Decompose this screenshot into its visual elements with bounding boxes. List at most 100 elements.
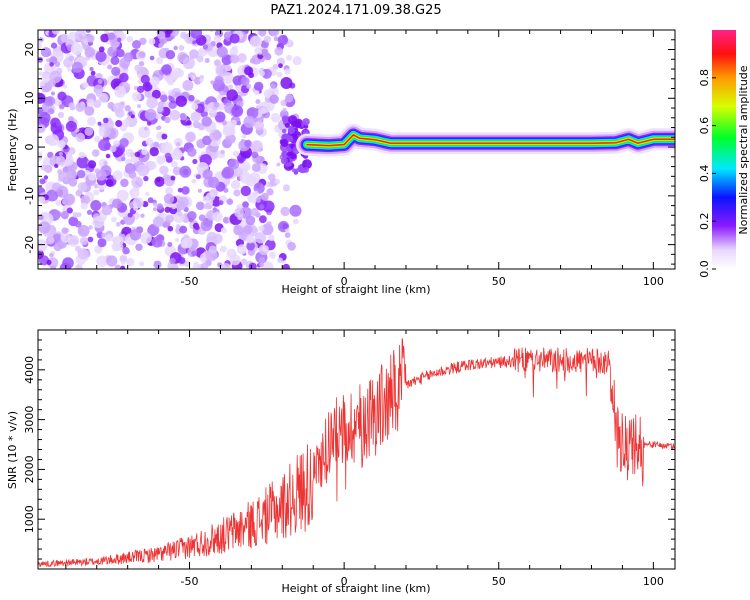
noise-blob (258, 30, 267, 37)
noise-blob (51, 30, 60, 35)
noise-blob (149, 147, 159, 157)
colorbar: 0.0 0.2 0.4 0.6 0.8 Normalized spectral ampl… (698, 30, 750, 278)
noise-blob (92, 216, 105, 228)
noise-blob (93, 99, 102, 109)
noise-blob (216, 46, 228, 58)
noise-blob (187, 211, 197, 221)
noise-blob (176, 142, 181, 147)
noise-blob (225, 30, 231, 33)
noise-blob (111, 66, 121, 76)
noise-blob (255, 197, 261, 203)
noise-blob (239, 171, 252, 184)
noise-blob (77, 182, 88, 192)
noise-blob (147, 197, 154, 204)
noise-blob (268, 173, 276, 182)
noise-blob (122, 246, 130, 255)
noise-blob (246, 83, 252, 89)
noise-blob (182, 56, 195, 70)
noise-blob (196, 55, 204, 63)
noise-blob (143, 175, 149, 182)
noise-blob (237, 157, 245, 164)
noise-blob (204, 58, 210, 63)
noise-blob (284, 94, 294, 103)
noise-blob (84, 127, 94, 136)
noise-blob (88, 160, 97, 169)
noise-blob (96, 255, 108, 267)
noise-blob (192, 40, 197, 45)
noise-blob (193, 261, 199, 267)
noise-blob (86, 209, 93, 215)
snr-plot-area (38, 338, 675, 568)
noise-blob (219, 245, 227, 253)
noise-blob (165, 30, 173, 35)
noise-blob (220, 227, 227, 234)
noise-blob (175, 224, 181, 229)
noise-blob (209, 129, 222, 142)
noise-blob (88, 172, 97, 181)
noise-blob (124, 105, 131, 112)
noise-blob (147, 161, 157, 170)
noise-blob (198, 214, 206, 222)
noise-blob (153, 216, 164, 228)
noise-blob (266, 221, 272, 227)
noise-blob (47, 134, 59, 147)
onset-blob (287, 147, 292, 152)
noise-blob (149, 55, 155, 61)
noise-blob (282, 184, 290, 192)
noise-blob (280, 206, 291, 217)
noise-blob (142, 81, 153, 92)
noise-blob (173, 45, 178, 51)
noise-blob (86, 34, 95, 43)
noise-blob (213, 35, 222, 43)
noise-blob (60, 211, 69, 220)
noise-blob (131, 176, 143, 188)
noise-blob (208, 245, 217, 254)
noise-blob (221, 166, 235, 179)
noise-blob (49, 253, 54, 258)
noise-blob (45, 96, 56, 106)
spectrogram-ytick-label: 10 (23, 91, 36, 105)
noise-blob (38, 71, 44, 77)
noise-blob (188, 94, 195, 102)
noise-blob (128, 111, 133, 116)
noise-blob (139, 37, 147, 45)
noise-blob (292, 218, 299, 225)
noise-blob (94, 135, 101, 143)
spectrogram-frame (37, 29, 676, 270)
noise-blob (120, 101, 125, 106)
spectrogram-xtick-label: 100 (643, 275, 664, 288)
noise-blob (156, 155, 166, 165)
noise-blob (199, 77, 204, 83)
noise-blob (164, 152, 172, 160)
noise-blob (109, 145, 117, 153)
noise-blob (167, 225, 174, 232)
noise-blob (282, 108, 287, 113)
onset-blob (290, 120, 297, 127)
snr-xtick-label: -50 (181, 575, 199, 588)
noise-blob (75, 132, 86, 143)
colorbar-ticks: 0.0 0.2 0.4 0.6 0.8 (698, 69, 716, 278)
noise-blob (205, 192, 215, 202)
colorbar-tick-label: 0.0 (698, 260, 711, 278)
onset-blob (286, 135, 294, 142)
noise-blob (148, 38, 156, 45)
noise-blob (220, 149, 225, 155)
noise-blob (255, 99, 261, 105)
noise-blob (87, 116, 96, 126)
snr-xtick-label: 50 (492, 575, 506, 588)
noise-blob (98, 92, 109, 103)
noise-blob (140, 213, 145, 218)
noise-blob (71, 61, 83, 73)
noise-blob (137, 104, 141, 109)
noise-blob (157, 31, 166, 40)
noise-blob (76, 156, 89, 169)
colorbar-label: Normalized spectral amplitude (737, 65, 750, 234)
noise-blob (184, 260, 191, 267)
noise-blob (181, 186, 190, 195)
noise-blob (217, 262, 223, 268)
noise-blob (121, 260, 126, 265)
spectrogram-ytick-label: -10 (23, 187, 36, 205)
noise-blob (244, 139, 253, 148)
noise-blob (277, 34, 289, 46)
noise-blob (269, 30, 280, 37)
